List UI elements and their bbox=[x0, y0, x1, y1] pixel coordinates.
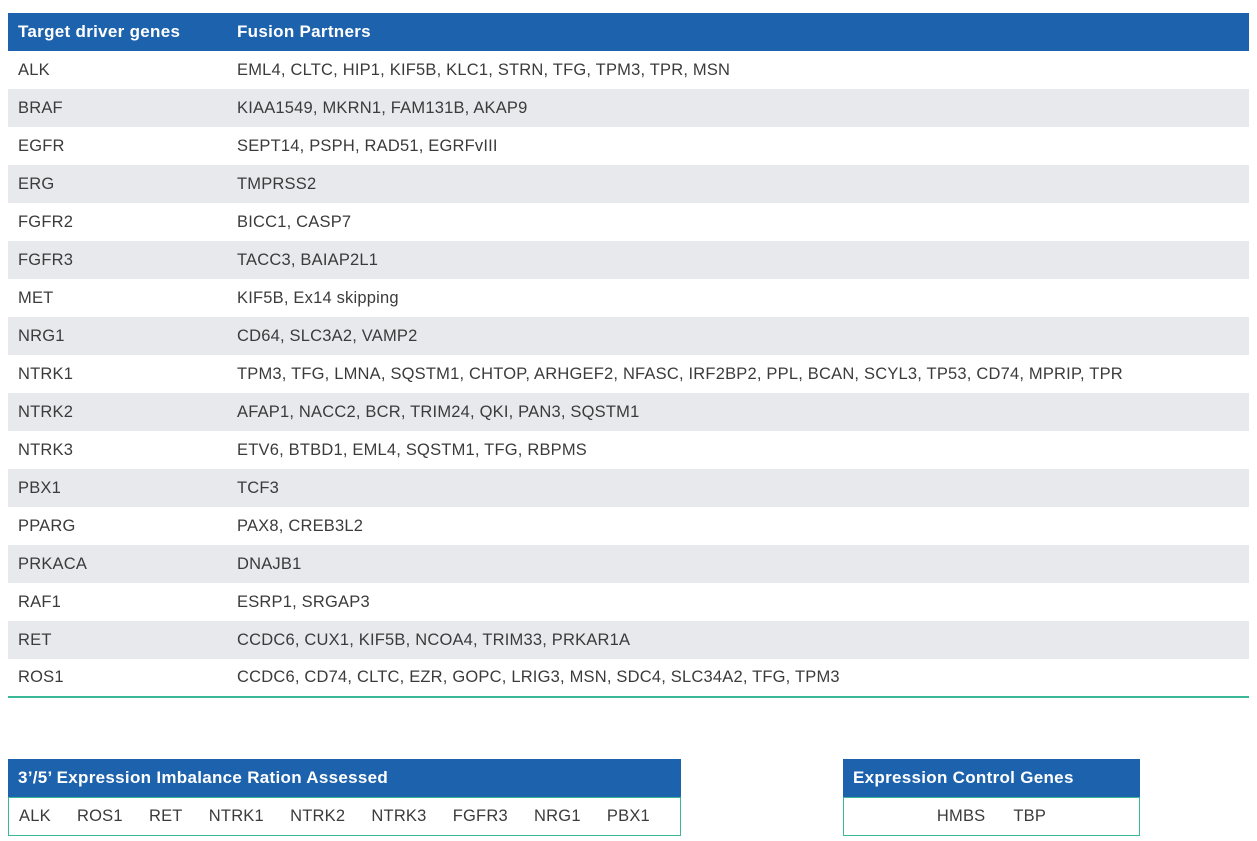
table-row: PBX1 TCF3 bbox=[8, 469, 1249, 507]
imbalance-gene: ROS1 bbox=[77, 807, 123, 825]
table-row: FGFR2 BICC1, CASP7 bbox=[8, 203, 1249, 241]
imbalance-gene: FGFR3 bbox=[452, 807, 508, 825]
table-row: NTRK2 AFAP1, NACC2, BCR, TRIM24, QKI, PAN… bbox=[8, 393, 1249, 431]
target-gene-cell: NRG1 bbox=[18, 326, 65, 345]
fusion-partners-table: Target driver genes Fusion Partners ALK E… bbox=[8, 13, 1249, 698]
imbalance-gene: NTRK2 bbox=[290, 807, 346, 825]
fusion-partners-cell: ETV6, BTBD1, EML4, SQSTM1, TFG, RBPMS bbox=[237, 440, 588, 459]
imbalance-gene: PBX1 bbox=[606, 807, 650, 825]
fusion-partners-cell: CD64, SLC3A2, VAMP2 bbox=[237, 326, 418, 345]
footer-tables-row: 3’/5’ Expression Imbalance Ration Assess… bbox=[8, 759, 1249, 836]
table-row: ROS1 CCDC6, CD74, CLTC, EZR, GOPC, LRIG3,… bbox=[8, 659, 1249, 697]
fusion-partners-cell: TPM3, TFG, LMNA, SQSTM1, CHTOP, ARHGEF2,… bbox=[237, 364, 1123, 383]
table-row: NRG1 CD64, SLC3A2, VAMP2 bbox=[8, 317, 1249, 355]
target-gene-cell: MET bbox=[18, 288, 54, 307]
fusion-partners-cell: PAX8, CREB3L2 bbox=[237, 516, 364, 535]
target-gene-cell: PPARG bbox=[18, 516, 76, 535]
imbalance-gene: RET bbox=[148, 807, 183, 825]
target-gene-cell: ALK bbox=[18, 60, 50, 79]
imbalance-gene: ALK bbox=[19, 807, 51, 825]
imbalance-gene-list: ALK ROS1 RET NTRK1 NTRK2 NTRK3 FGFR3 NRG1 PBX1 bbox=[8, 797, 681, 836]
table-row: EGFR SEPT14, PSPH, RAD51, EGRFvIII bbox=[8, 127, 1249, 165]
table-row: RET CCDC6, CUX1, KIF5B, NCOA4, TRIM33, PR… bbox=[8, 621, 1249, 659]
imbalance-gene: NTRK1 bbox=[208, 807, 264, 825]
table-row: FGFR3 TACC3, BAIAP2L1 bbox=[8, 241, 1249, 279]
table-row: ERG TMPRSS2 bbox=[8, 165, 1249, 203]
fusion-partners-cell: CCDC6, CUX1, KIF5B, NCOA4, TRIM33, PRKAR… bbox=[237, 630, 631, 649]
target-gene-cell: NTRK2 bbox=[18, 402, 74, 421]
table-row: PRKACA DNAJB1 bbox=[8, 545, 1249, 583]
target-gene-cell: PRKACA bbox=[18, 554, 88, 573]
fusion-partners-cell: KIF5B, Ex14 skipping bbox=[237, 288, 399, 307]
fusion-partners-cell: TACC3, BAIAP2L1 bbox=[237, 250, 379, 269]
control-gene: HMBS bbox=[936, 807, 986, 825]
expression-control-genes-title: Expression Control Genes bbox=[843, 759, 1140, 797]
target-gene-cell: RET bbox=[18, 630, 52, 649]
control-gene-list: HMBS TBP bbox=[843, 797, 1140, 836]
imbalance-ratio-table: 3’/5’ Expression Imbalance Ration Assess… bbox=[8, 759, 681, 836]
table-row: PPARG PAX8, CREB3L2 bbox=[8, 507, 1249, 545]
target-gene-cell: ERG bbox=[18, 174, 55, 193]
fusion-partners-cell: DNAJB1 bbox=[237, 554, 302, 573]
target-gene-cell: EGFR bbox=[18, 136, 65, 155]
target-gene-cell: FGFR3 bbox=[18, 250, 74, 269]
table-row: MET KIF5B, Ex14 skipping bbox=[8, 279, 1249, 317]
imbalance-gene: NRG1 bbox=[534, 807, 581, 825]
target-gene-cell: RAF1 bbox=[18, 592, 61, 611]
table-row: NTRK3 ETV6, BTBD1, EML4, SQSTM1, TFG, RBP… bbox=[8, 431, 1249, 469]
column-header-target-driver-genes: Target driver genes bbox=[8, 13, 237, 51]
table-row: BRAF KIAA1549, MKRN1, FAM131B, AKAP9 bbox=[8, 89, 1249, 127]
fusion-partners-cell: EML4, CLTC, HIP1, KIF5B, KLC1, STRN, TFG… bbox=[237, 60, 731, 79]
fusion-partners-cell: ESRP1, SRGAP3 bbox=[237, 592, 370, 611]
target-gene-cell: BRAF bbox=[18, 98, 63, 117]
target-gene-cell: PBX1 bbox=[18, 478, 61, 497]
target-gene-cell: NTRK1 bbox=[18, 364, 74, 383]
fusion-table-header-row: Target driver genes Fusion Partners bbox=[8, 13, 1249, 51]
fusion-partners-cell: CCDC6, CD74, CLTC, EZR, GOPC, LRIG3, MSN… bbox=[237, 668, 840, 686]
table-row: NTRK1 TPM3, TFG, LMNA, SQSTM1, CHTOP, ARH… bbox=[8, 355, 1249, 393]
fusion-table-body: ALK EML4, CLTC, HIP1, KIF5B, KLC1, STRN, … bbox=[8, 51, 1249, 697]
fusion-partners-cell: KIAA1549, MKRN1, FAM131B, AKAP9 bbox=[237, 98, 528, 117]
fusion-partners-cell: SEPT14, PSPH, RAD51, EGRFvIII bbox=[237, 136, 498, 155]
fusion-partners-cell: AFAP1, NACC2, BCR, TRIM24, QKI, PAN3, SQ… bbox=[237, 402, 640, 421]
target-gene-cell: FGFR2 bbox=[18, 212, 74, 231]
expression-control-genes-table: Expression Control Genes HMBS TBP bbox=[843, 759, 1140, 836]
fusion-partners-cell: BICC1, CASP7 bbox=[237, 212, 352, 231]
fusion-partners-cell: TCF3 bbox=[237, 478, 280, 497]
fusion-partners-cell: TMPRSS2 bbox=[237, 174, 317, 193]
control-gene: TBP bbox=[1013, 807, 1047, 825]
target-gene-cell: NTRK3 bbox=[18, 440, 74, 459]
column-header-fusion-partners: Fusion Partners bbox=[237, 13, 1249, 51]
target-gene-cell: ROS1 bbox=[18, 668, 64, 686]
imbalance-gene: NTRK3 bbox=[371, 807, 427, 825]
table-row: ALK EML4, CLTC, HIP1, KIF5B, KLC1, STRN, … bbox=[8, 51, 1249, 89]
table-row: RAF1 ESRP1, SRGAP3 bbox=[8, 583, 1249, 621]
imbalance-ratio-table-title: 3’/5’ Expression Imbalance Ration Assess… bbox=[8, 759, 681, 797]
